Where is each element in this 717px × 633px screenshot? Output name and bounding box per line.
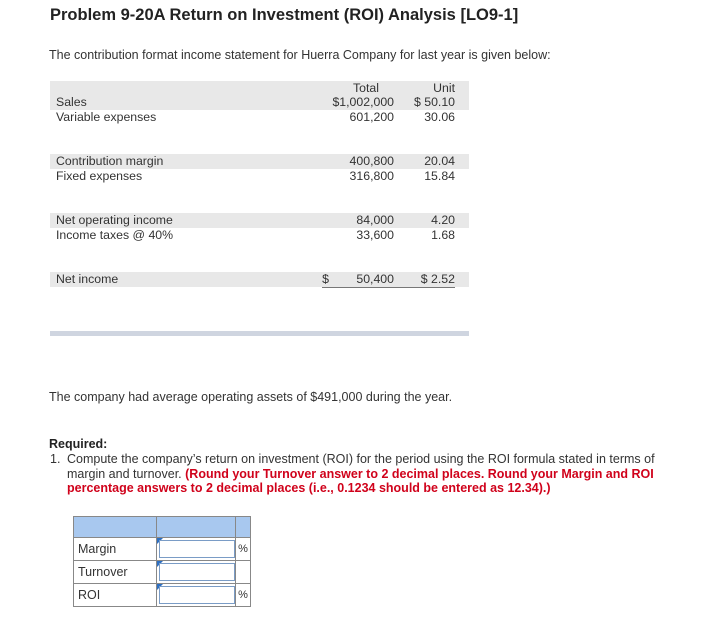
row-unit: 30.06 [424,110,455,124]
row-total: 33,600 [356,228,394,242]
net-income-row: Net income $ 50,400 $ 2.52 [50,272,469,287]
row-unit: 20.04 [424,154,455,168]
row-label: Sales [56,95,87,109]
percent-unit: % [235,583,251,607]
col-unit-header: Unit [433,81,455,95]
statement-row: Contribution margin 400,800 20.04 [50,154,469,169]
row-unit: 15.84 [424,169,455,183]
turnover-label: Turnover [73,560,157,584]
assets-text: The company had average operating assets… [49,390,453,404]
row-unit: 1.68 [431,228,455,242]
percent-unit: % [235,537,251,561]
header-cell [235,516,251,538]
required-heading: Required: [49,437,108,451]
statement-row: Variable expenses 601,200 30.06 [50,110,469,125]
row-total: 84,000 [356,213,394,227]
row-unit: 4.20 [431,213,455,227]
answer-row-roi: ROI % [73,583,251,607]
row-unit: $ 2.52 [420,272,455,286]
problem-title: Problem 9-20A Return on Investment (ROI)… [50,6,519,24]
net-income-dollar: $ [322,272,329,286]
statement-row: Sales $1,002,000 $ 50.10 [50,95,469,110]
margin-input[interactable] [159,540,235,558]
margin-label: Margin [73,537,157,561]
statement-row: Fixed expenses 316,800 15.84 [50,169,469,184]
row-label: Net income [56,272,119,286]
row-total: 601,200 [349,110,394,124]
roi-label: ROI [73,583,157,607]
turnover-unit [235,560,251,584]
row-label: Variable expenses [56,110,157,124]
row-label: Fixed expenses [56,169,143,183]
rounding-instruction: (Round your Turnover answer to 2 decimal… [67,466,654,496]
statement-header: Total Unit [50,81,469,96]
col-total-header: Total [353,81,379,95]
row-total: 50,400 [356,272,394,286]
answer-table: Margin % Turnover ROI % [73,516,251,607]
turnover-input[interactable] [159,563,235,581]
required-text: Compute the company’s return on investme… [67,452,677,496]
row-unit: $ 50.10 [413,95,455,109]
turnover-input-cell [156,560,236,584]
row-total: 400,800 [349,154,394,168]
row-label: Contribution margin [56,154,164,168]
row-label: Income taxes @ 40% [56,228,174,242]
intro-text: The contribution format income statement… [49,48,551,62]
answer-row-turnover: Turnover [73,560,251,584]
answer-table-header [73,516,251,538]
required-body: Compute the company’s return on investme… [67,452,655,481]
required-number: 1. [50,452,61,466]
statement-footer-bar [50,331,469,336]
double-underline [322,271,455,288]
statement-row: Net operating income 84,000 4.20 [50,213,469,228]
statement-row: Income taxes @ 40% 33,600 1.68 [50,228,469,243]
header-cell [73,516,157,538]
margin-input-cell [156,537,236,561]
roi-input[interactable] [159,586,235,604]
roi-input-cell [156,583,236,607]
row-total: 316,800 [349,169,394,183]
answer-row-margin: Margin % [73,537,251,561]
header-cell [156,516,236,538]
row-total: $1,002,000 [332,95,394,109]
row-label: Net operating income [56,213,173,227]
